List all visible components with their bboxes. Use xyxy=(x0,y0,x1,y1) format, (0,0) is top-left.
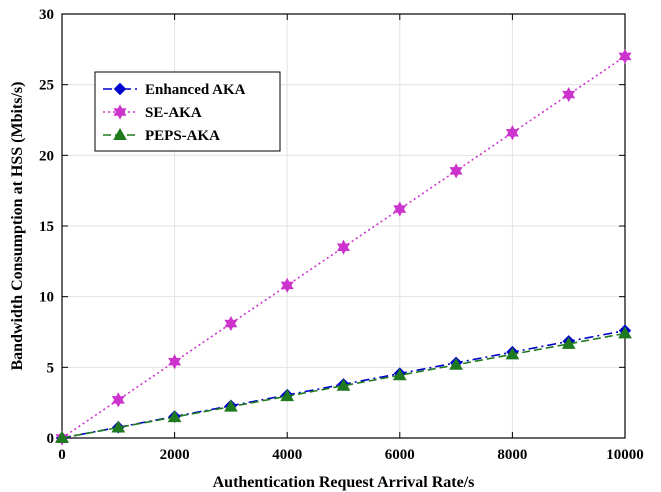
legend-marker xyxy=(113,104,127,120)
y-tick-label: 5 xyxy=(47,360,55,376)
data-point xyxy=(393,201,407,217)
legend-marker xyxy=(113,127,127,140)
y-axis-label: Bandwidth Consumption at HSS (Mbits/s) xyxy=(9,82,26,371)
x-tick-label: 8000 xyxy=(497,447,527,463)
x-tick-label: 10000 xyxy=(606,447,644,463)
data-point xyxy=(505,347,520,360)
data-point xyxy=(280,277,294,293)
series-se-aka xyxy=(55,48,632,446)
data-point xyxy=(111,420,126,433)
data-point xyxy=(168,354,182,370)
data-point xyxy=(618,48,632,64)
data-point xyxy=(55,430,69,443)
y-tick-label: 20 xyxy=(39,148,54,164)
data-point xyxy=(111,392,125,408)
x-axis-label: Authentication Request Arrival Rate/s xyxy=(213,474,475,491)
y-tick-label: 0 xyxy=(47,431,55,447)
legend: Enhanced AKA SE-AKA PEPS-AKA xyxy=(94,71,281,152)
data-point xyxy=(336,239,351,255)
x-tick-label: 0 xyxy=(58,447,66,463)
data-point xyxy=(224,315,238,332)
series-peps-aka xyxy=(55,326,632,443)
data-point xyxy=(618,326,632,339)
data-point xyxy=(392,368,407,381)
data-point xyxy=(505,125,519,141)
legend-label: Enhanced AKA xyxy=(145,82,246,98)
legend-label: PEPS-AKA xyxy=(145,128,220,144)
series-layer xyxy=(55,48,632,446)
data-point xyxy=(562,86,576,103)
y-tick-label: 30 xyxy=(39,7,54,23)
x-tick-label: 2000 xyxy=(160,447,190,463)
y-tick-label: 15 xyxy=(39,219,54,235)
legend-marker xyxy=(113,82,127,96)
x-tick-label: 6000 xyxy=(385,447,415,463)
data-point xyxy=(336,378,351,391)
data-point xyxy=(167,410,182,423)
legend-label: SE-AKA xyxy=(145,105,202,121)
legend-entry: Enhanced AKA xyxy=(103,82,246,98)
data-point xyxy=(449,357,463,370)
data-point xyxy=(280,389,295,402)
data-point xyxy=(449,163,463,179)
legend-box xyxy=(94,71,281,152)
data-point xyxy=(561,336,576,349)
y-tick-label: 10 xyxy=(39,290,54,306)
legend-entry: SE-AKA xyxy=(103,104,202,121)
x-tick-label: 4000 xyxy=(272,447,302,463)
axis-ticks: 0 2000 4000 6000 8000 10000 0 5 10 15 20 25 30 xyxy=(39,7,644,463)
data-point xyxy=(224,399,238,412)
y-tick-label: 25 xyxy=(39,78,54,94)
legend-entry: PEPS-AKA xyxy=(103,127,220,144)
